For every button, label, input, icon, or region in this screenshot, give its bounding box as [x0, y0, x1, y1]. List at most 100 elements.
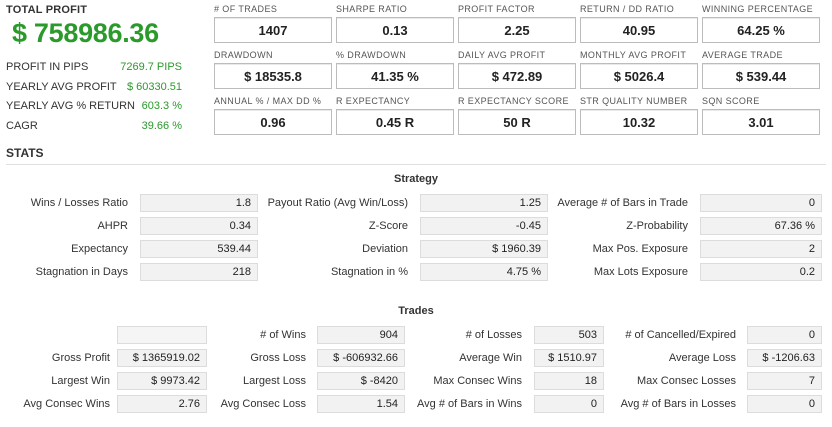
- trades-value: 2.76: [117, 395, 207, 413]
- metric-r-expectancy-score: R EXPECTANCY SCORE 50 R: [458, 96, 576, 135]
- metric-value: $ 5026.4: [580, 63, 698, 89]
- strategy-label: Wins / Losses Ratio: [30, 197, 128, 209]
- metric-value: $ 18535.8: [214, 63, 332, 89]
- summary-row-cagr: CAGR 39.66 %: [6, 120, 182, 132]
- trades-label: # of Cancelled/Expired: [625, 329, 736, 341]
- strategy-value: $ 1960.39: [420, 240, 548, 258]
- metric-label: % DRAWDOWN: [336, 50, 407, 60]
- trades-value: 0: [747, 395, 822, 413]
- trades-label: Max Consec Losses: [636, 375, 736, 387]
- metric-value: 0.45 R: [336, 109, 454, 135]
- trades-value: 0: [747, 326, 822, 344]
- trades-label: Largest Loss: [243, 375, 306, 387]
- metric-sqn-score: SQN SCORE 3.01: [702, 96, 820, 135]
- metric-label: # OF TRADES: [214, 4, 278, 14]
- strategy-value: 0: [700, 194, 822, 212]
- trades-title: Trades: [398, 305, 434, 317]
- trades-label: Average Loss: [668, 352, 736, 364]
- strategy-label: Payout Ratio (Avg Win/Loss): [267, 197, 408, 209]
- trades-value: 0: [534, 395, 604, 413]
- trades-label: # of Wins: [260, 329, 306, 341]
- trades-value: 503: [534, 326, 604, 344]
- metric-value: 50 R: [458, 109, 576, 135]
- trades-label: Avg Consec Loss: [220, 398, 306, 410]
- trades-value: 1.54: [317, 395, 405, 413]
- summary-row-yearly-avg-profit: YEARLY AVG PROFIT $ 60330.51: [6, 81, 182, 93]
- strategy-label: Max Lots Exposure: [593, 266, 688, 278]
- metric-sharpe-ratio: SHARPE RATIO 0.13: [336, 4, 454, 43]
- strategy-label: Average # of Bars in Trade: [557, 197, 688, 209]
- metric-label: DAILY AVG PROFIT: [458, 50, 546, 60]
- metric-label: STR QUALITY NUMBER: [580, 96, 688, 106]
- trades-label: Avg # of Bars in Wins: [417, 398, 522, 410]
- metric-label: SHARPE RATIO: [336, 4, 408, 14]
- metric-value: 0.13: [336, 17, 454, 43]
- stats-divider: [6, 164, 826, 165]
- metric-value: $ 472.89: [458, 63, 576, 89]
- metric-profit-factor: PROFIT FACTOR 2.25: [458, 4, 576, 43]
- metric-label: ANNUAL % / MAX DD %: [214, 96, 322, 106]
- metric-return-dd-ratio: RETURN / DD RATIO 40.95: [580, 4, 698, 43]
- strategy-value: 67.36 %: [700, 217, 822, 235]
- summary-row-value: 7269.7 PIPS: [120, 61, 182, 73]
- trades-value: 7: [747, 372, 822, 390]
- strategy-label: Stagnation in Days: [35, 266, 128, 278]
- total-profit-value: $ 758986.36: [12, 18, 159, 48]
- summary-row-value: 39.66 %: [141, 120, 182, 132]
- strategy-label: Max Pos. Exposure: [592, 243, 688, 255]
- metric-value: 10.32: [580, 109, 698, 135]
- strategy-title: Strategy: [393, 173, 439, 185]
- metric-average-trade: AVERAGE TRADE $ 539.44: [702, 50, 820, 89]
- metric-label: R EXPECTANCY: [336, 96, 411, 106]
- strategy-label: Expectancy: [71, 243, 128, 255]
- trades-value: 904: [317, 326, 405, 344]
- trades-value: $ -606932.66: [317, 349, 405, 367]
- summary-row-label: YEARLY AVG PROFIT: [6, 81, 117, 93]
- metric-value: 2.25: [458, 17, 576, 43]
- metric-label: DRAWDOWN: [214, 50, 273, 60]
- metric-winning-percentage: WINNING PERCENTAGE 64.25 %: [702, 4, 820, 43]
- metric-label: WINNING PERCENTAGE: [702, 4, 814, 14]
- summary-row-label: PROFIT IN PIPS: [6, 61, 89, 73]
- metric-label: SQN SCORE: [702, 96, 760, 106]
- summary-row-value: 603.3 %: [141, 100, 182, 112]
- trades-label: # of Losses: [465, 329, 522, 341]
- metric-r-expectancy: R EXPECTANCY 0.45 R: [336, 96, 454, 135]
- metric-value: 3.01: [702, 109, 820, 135]
- strategy-value: 0.34: [140, 217, 258, 235]
- summary-row-profit-pips: PROFIT IN PIPS 7269.7 PIPS: [6, 61, 182, 73]
- trades-value: $ -8420: [317, 372, 405, 390]
- strategy-value: 1.8: [140, 194, 258, 212]
- trades-value: $ 9973.42: [117, 372, 207, 390]
- summary-row-label: CAGR: [6, 120, 38, 132]
- metric-annual-max-dd: ANNUAL % / MAX DD % 0.96: [214, 96, 332, 135]
- strategy-value: 1.25: [420, 194, 548, 212]
- metric-value: 1407: [214, 17, 332, 43]
- metric-percent-drawdown: % DRAWDOWN 41.35 %: [336, 50, 454, 89]
- summary-row-value: $ 60330.51: [126, 81, 182, 93]
- trades-label: Largest Win: [51, 375, 110, 387]
- metric-label: R EXPECTANCY SCORE: [458, 96, 569, 106]
- metric-label: RETURN / DD RATIO: [580, 4, 675, 14]
- metric-value: 40.95: [580, 17, 698, 43]
- summary-row-yearly-avg-return: YEARLY AVG % RETURN 603.3 %: [6, 100, 182, 112]
- metric-value: $ 539.44: [702, 63, 820, 89]
- strategy-value: -0.45: [420, 217, 548, 235]
- metric-label: MONTHLY AVG PROFIT: [580, 50, 687, 60]
- trades-label: Average Win: [459, 352, 522, 364]
- trades-label: Avg # of Bars in Losses: [620, 398, 736, 410]
- trades-value: $ 1510.97: [534, 349, 604, 367]
- trades-label: Max Consec Wins: [433, 375, 522, 387]
- trades-label: Avg Consec Wins: [23, 398, 110, 410]
- metric-value: 41.35 %: [336, 63, 454, 89]
- strategy-value: 0.2: [700, 263, 822, 281]
- metric-daily-avg-profit: DAILY AVG PROFIT $ 472.89: [458, 50, 576, 89]
- strategy-value: 2: [700, 240, 822, 258]
- strategy-label: AHPR: [97, 220, 128, 232]
- metric-label: AVERAGE TRADE: [702, 50, 783, 60]
- metric-drawdown: DRAWDOWN $ 18535.8: [214, 50, 332, 89]
- strategy-value: 218: [140, 263, 258, 281]
- summary-row-label: YEARLY AVG % RETURN: [6, 100, 135, 112]
- trades-value: 18: [534, 372, 604, 390]
- metric-str-quality-number: STR QUALITY NUMBER 10.32: [580, 96, 698, 135]
